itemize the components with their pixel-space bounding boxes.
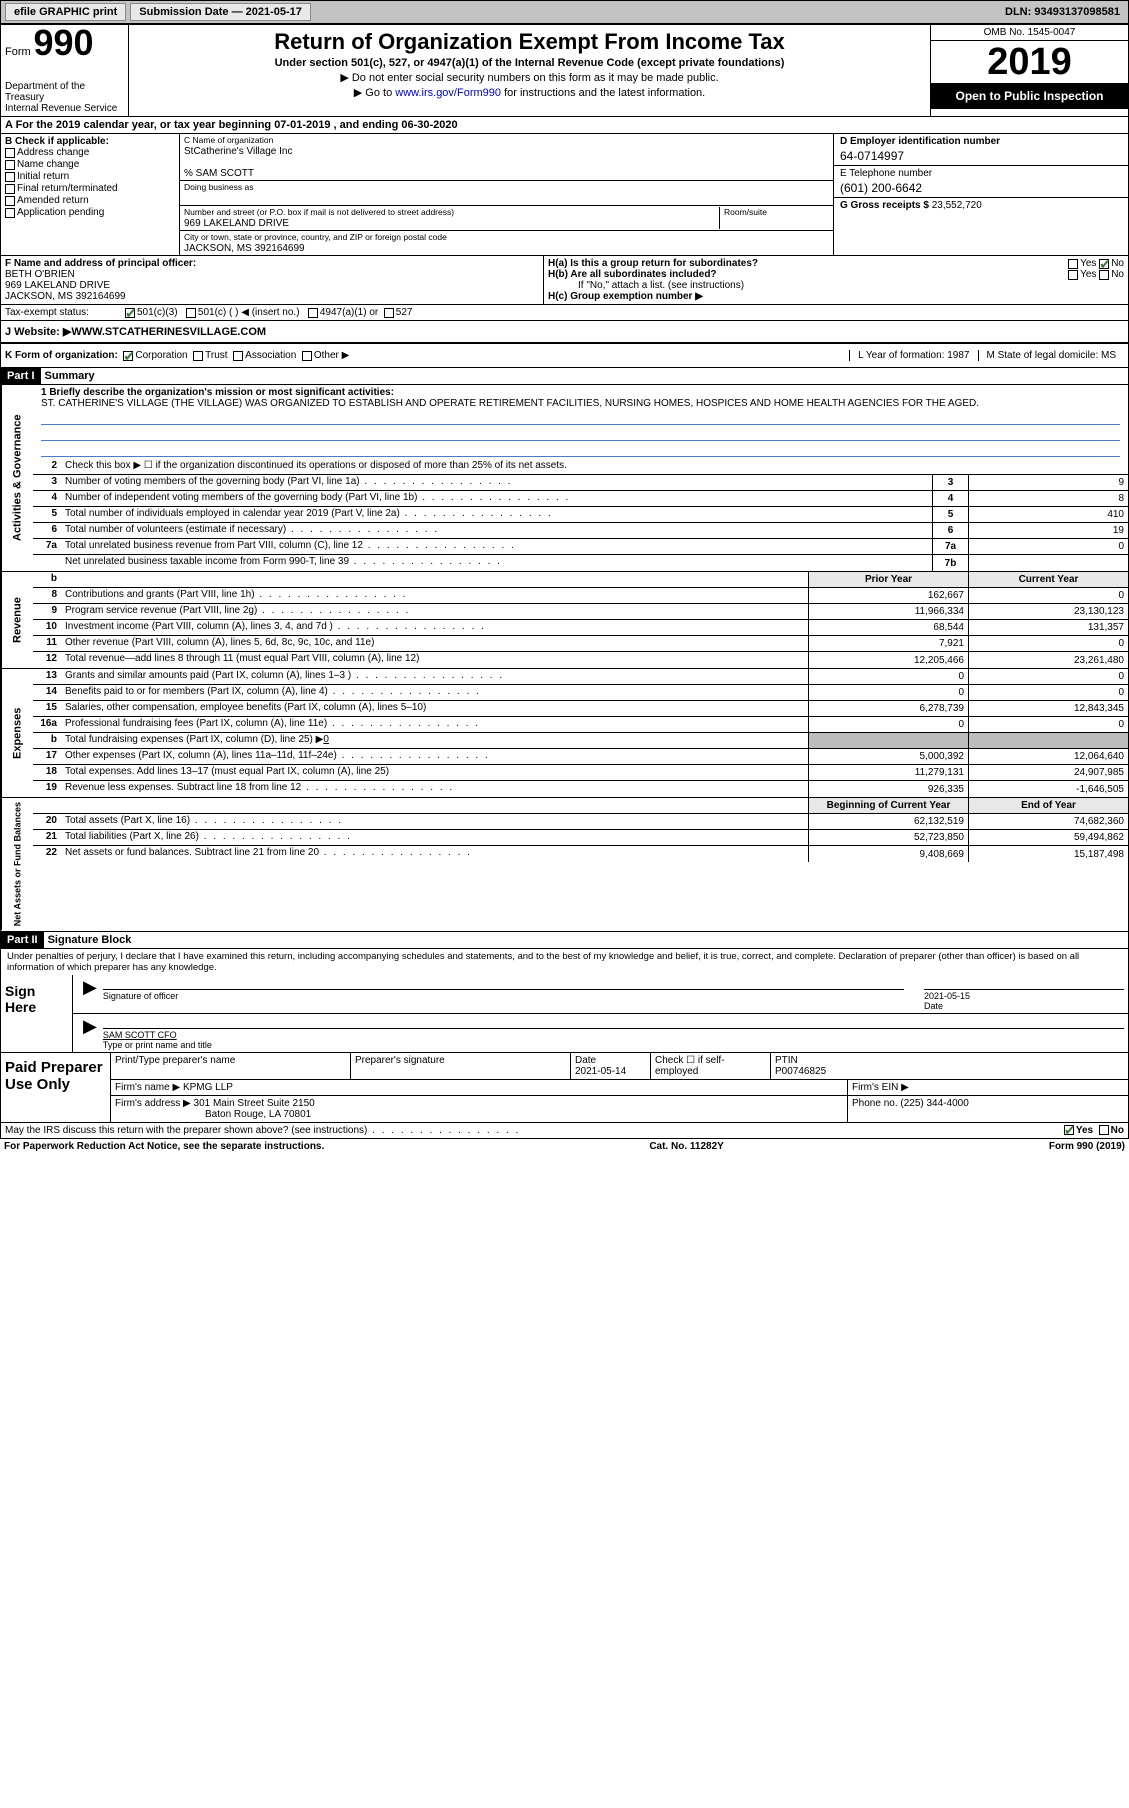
officer-name-title: SAM SCOTT CFO: [103, 1030, 177, 1040]
efile-print-button[interactable]: efile GRAPHIC print: [5, 3, 126, 21]
initial-return-checkbox[interactable]: [5, 172, 15, 182]
part-2-header: Part IISignature Block: [1, 932, 1128, 949]
ssn-notice: ▶ Do not enter social security numbers o…: [133, 71, 926, 84]
mission-text: ST. CATHERINE'S VILLAGE (THE VILLAGE) WA…: [41, 398, 979, 409]
address-change-checkbox[interactable]: [5, 148, 15, 158]
top-toolbar: efile GRAPHIC print Submission Date — 20…: [0, 0, 1129, 24]
city-state-zip: JACKSON, MS 392164699: [184, 243, 305, 254]
name-change-checkbox[interactable]: [5, 160, 15, 170]
tax-period: A For the 2019 calendar year, or tax yea…: [1, 117, 1128, 134]
hb-yes-checkbox[interactable]: [1068, 270, 1078, 280]
box-b: B Check if applicable: Address change Na…: [1, 134, 180, 255]
527-checkbox[interactable]: [384, 308, 394, 318]
form-990: Form 990 Department of the Treasury Inte…: [0, 24, 1129, 1139]
website-row: J Website: ▶ WWW.STCATHERINESVILLAGE.COM: [1, 321, 1128, 344]
year-formation: L Year of formation: 1987: [849, 350, 977, 361]
entity-block: B Check if applicable: Address change Na…: [1, 134, 1128, 256]
hb-no-checkbox[interactable]: [1099, 270, 1109, 280]
care-of: % SAM SCOTT: [184, 168, 254, 179]
irs-discuss-row: May the IRS discuss this return with the…: [1, 1123, 1128, 1138]
omb-number: OMB No. 1545-0047: [931, 25, 1128, 41]
dept-treasury: Department of the Treasury Internal Reve…: [5, 81, 124, 114]
line4-val: 8: [968, 491, 1128, 506]
corp-checkbox[interactable]: [123, 351, 133, 361]
501c-checkbox[interactable]: [186, 308, 196, 318]
state-domicile: M State of legal domicile: MS: [978, 350, 1125, 361]
4947-checkbox[interactable]: [308, 308, 318, 318]
discuss-no-checkbox[interactable]: [1099, 1125, 1109, 1135]
row-k-l-m: K Form of organization: Corporation Trus…: [1, 344, 1128, 368]
tax-year: 2019: [931, 41, 1128, 83]
officer-signature[interactable]: Signature of officer: [103, 989, 904, 1011]
line3-val: 9: [968, 475, 1128, 490]
paid-preparer: Paid Preparer Use Only Print/Type prepar…: [1, 1053, 1128, 1123]
goto-notice: ▶ Go to www.irs.gov/Form990 for instruct…: [133, 86, 926, 99]
org-name: StCatherine's Village Inc: [184, 146, 292, 157]
application-pending-checkbox[interactable]: [5, 208, 15, 218]
assoc-checkbox[interactable]: [233, 351, 243, 361]
form-subtitle: Under section 501(c), 527, or 4947(a)(1)…: [133, 57, 926, 69]
other-checkbox[interactable]: [302, 351, 312, 361]
part-1-header: Part ISummary: [1, 368, 1128, 385]
row-f-h: F Name and address of principal officer:…: [1, 256, 1128, 305]
mission-block: 1 Briefly describe the organization's mi…: [33, 385, 1128, 459]
line6-val: 19: [968, 523, 1128, 538]
line7b-val: [968, 555, 1128, 571]
form-title: Return of Organization Exempt From Incom…: [133, 29, 926, 55]
signature-block: Under penalties of perjury, I declare th…: [1, 949, 1128, 1053]
final-return-checkbox[interactable]: [5, 184, 15, 194]
501c3-checkbox[interactable]: [125, 308, 135, 318]
officer-name: BETH O'BRIEN: [5, 269, 75, 280]
ein: 64-0714997: [840, 149, 1122, 163]
ha-no-checkbox[interactable]: [1099, 259, 1109, 269]
tax-exempt-row: Tax-exempt status: 501(c)(3) 501(c) ( ) …: [1, 305, 1128, 321]
public-inspection: Open to Public Inspection: [931, 83, 1128, 109]
discuss-yes-checkbox[interactable]: [1064, 1125, 1074, 1135]
activities-governance: Activities & Governance 1 Briefly descri…: [1, 385, 1128, 572]
gross-receipts: 23,552,720: [932, 200, 982, 211]
form-label: Form: [5, 46, 31, 58]
amended-return-checkbox[interactable]: [5, 196, 15, 206]
submission-date-button[interactable]: Submission Date — 2021-05-17: [130, 3, 311, 21]
line5-val: 410: [968, 507, 1128, 522]
ptin: P00746825: [775, 1066, 826, 1077]
form-number: 990: [33, 22, 93, 63]
form-header: Form 990 Department of the Treasury Inte…: [1, 25, 1128, 117]
trust-checkbox[interactable]: [193, 351, 203, 361]
box-d-e-g: D Employer identification number64-07149…: [833, 134, 1128, 255]
ha-yes-checkbox[interactable]: [1068, 259, 1078, 269]
irs-link[interactable]: www.irs.gov/Form990: [395, 87, 501, 99]
line7a-val: 0: [968, 539, 1128, 554]
phone: (601) 200-6642: [840, 181, 1122, 195]
expenses-section: Expenses 13Grants and similar amounts pa…: [1, 669, 1128, 798]
box-c: C Name of organizationStCatherine's Vill…: [180, 134, 833, 255]
street-address: 969 LAKELAND DRIVE: [184, 218, 289, 229]
net-assets-section: Net Assets or Fund Balances Beginning of…: [1, 798, 1128, 931]
revenue-section: Revenue bPrior YearCurrent Year 8Contrib…: [1, 572, 1128, 669]
preparer-phone: (225) 344-4000: [900, 1098, 968, 1109]
dln-label: DLN: 93493137098581: [1005, 6, 1120, 18]
page-footer: For Paperwork Reduction Act Notice, see …: [0, 1139, 1129, 1154]
firm-name: KPMG LLP: [183, 1082, 233, 1093]
website-url: WWW.STCATHERINESVILLAGE.COM: [71, 326, 266, 338]
